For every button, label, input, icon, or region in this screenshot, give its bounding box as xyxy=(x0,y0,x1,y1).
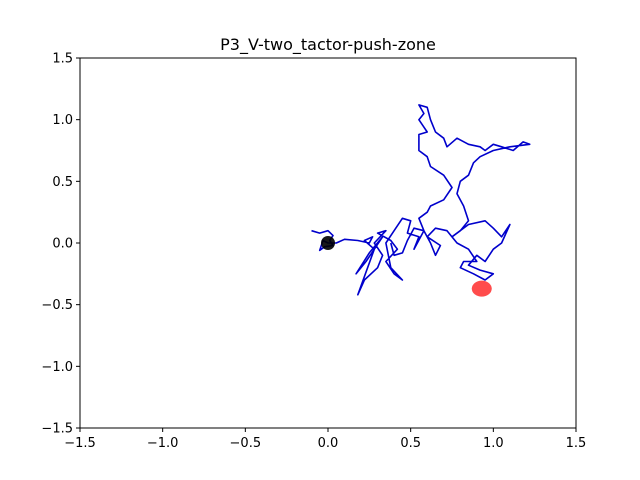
x-axis: −1.5 −1.0 −0.5 0.0 0.5 1.0 1.5 xyxy=(64,428,586,451)
x-tick-label: 1.5 xyxy=(566,436,587,451)
x-tick-label: −1.0 xyxy=(147,436,179,451)
x-tick-label: 1.0 xyxy=(483,436,504,451)
marker-layer xyxy=(321,236,492,297)
y-axis: −1.5 −1.0 −0.5 0.0 0.5 1.0 1.5 xyxy=(41,52,80,437)
y-tick-label: 0.5 xyxy=(52,175,73,190)
y-tick-label: −1.5 xyxy=(41,422,73,437)
x-tick-label: 0.0 xyxy=(318,436,339,451)
y-tick-label: 1.0 xyxy=(52,113,73,128)
x-tick-label: −0.5 xyxy=(230,436,262,451)
target-marker xyxy=(471,280,492,297)
x-tick-label: 0.5 xyxy=(400,436,421,451)
x-tick-label: −1.5 xyxy=(64,436,96,451)
chart-title: P3_V-two_tactor-push-zone xyxy=(220,35,436,55)
y-tick-label: −1.0 xyxy=(41,360,73,375)
trajectory-line xyxy=(311,104,531,296)
y-tick-label: −0.5 xyxy=(41,298,73,313)
y-tick-label: 1.5 xyxy=(52,52,73,67)
plot-area xyxy=(311,104,531,296)
y-tick-label: 0.0 xyxy=(52,237,73,252)
start-marker xyxy=(321,236,335,250)
